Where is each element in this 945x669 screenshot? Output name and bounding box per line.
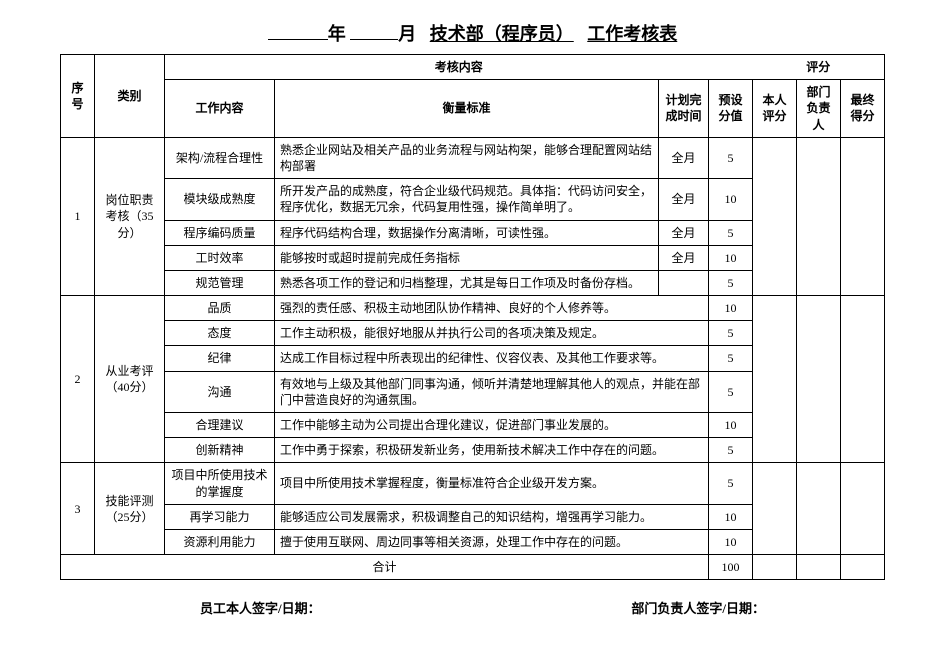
time-cell: 全月 <box>658 245 708 270</box>
total-label: 合计 <box>61 555 709 580</box>
seq-cell: 2 <box>61 296 95 463</box>
preset-cell: 10 <box>708 296 752 321</box>
total-value: 100 <box>708 555 752 580</box>
dept-sign-label: 部门负责人签字/日期： <box>631 598 765 617</box>
year-blank <box>268 21 328 40</box>
std-cell: 达成工作目标过程中所表现出的纪律性、仪容仪表、及其他工作要求等。 <box>275 346 709 371</box>
preset-cell: 5 <box>708 270 752 295</box>
seq-cell: 3 <box>61 463 95 555</box>
std-cell: 强烈的责任感、积极主动地团队协作精神、良好的个人修养等。 <box>275 296 709 321</box>
category-cell: 技能评测（25分） <box>95 463 165 555</box>
self-cell <box>752 137 796 295</box>
dept-cell <box>796 137 840 295</box>
item-cell: 工时效率 <box>165 245 275 270</box>
th-preset: 预设分值 <box>708 80 752 138</box>
item-cell: 程序编码质量 <box>165 220 275 245</box>
time-cell: 全月 <box>658 179 708 220</box>
preset-cell: 5 <box>708 371 752 412</box>
item-cell: 再学习能力 <box>165 504 275 529</box>
th-content: 考核内容 <box>165 55 753 80</box>
preset-cell: 5 <box>708 463 752 504</box>
std-cell: 所开发产品的成熟度，符合企业级代码规范。具体指：代码访问安全，程序优化，数据无冗… <box>275 179 659 220</box>
assessment-table: 序号 类别 考核内容 评分 工作内容 衡量标准 计划完成时间 预设分值 本人评分… <box>60 54 885 580</box>
self-cell <box>752 463 796 555</box>
header-row-1: 序号 类别 考核内容 评分 <box>61 55 885 80</box>
total-dept <box>796 555 840 580</box>
std-cell: 熟悉各项工作的登记和归档整理，尤其是每日工作项及时备份存档。 <box>275 270 659 295</box>
month-label: 月 <box>398 24 416 44</box>
table-row: 3 技能评测（25分） 项目中所使用技术的掌握度 项目中所使用技术掌握程度，衡量… <box>61 463 885 504</box>
preset-cell: 5 <box>708 346 752 371</box>
std-cell: 有效地与上级及其他部门同事沟通，倾听并清楚地理解其他人的观点，并能在部门中营造良… <box>275 371 709 412</box>
total-final <box>840 555 884 580</box>
std-cell: 工作主动积极，能很好地服从并执行公司的各项决策及规定。 <box>275 321 709 346</box>
item-cell: 架构/流程合理性 <box>165 137 275 178</box>
seq-cell: 1 <box>61 137 95 295</box>
total-row: 合计 100 <box>61 555 885 580</box>
item-cell: 创新精神 <box>165 438 275 463</box>
preset-cell: 10 <box>708 529 752 554</box>
th-dept: 部门负责人 <box>796 80 840 138</box>
std-cell: 程序代码结构合理，数据操作分离清晰，可读性强。 <box>275 220 659 245</box>
preset-cell: 10 <box>708 413 752 438</box>
th-self: 本人评分 <box>752 80 796 138</box>
dept-cell <box>796 463 840 555</box>
th-seq: 序号 <box>61 55 95 138</box>
page-title: 年 月 技术部（程序员） 工作考核表 <box>60 20 885 46</box>
std-cell: 工作中勇于探索，积极研发新业务，使用新技术解决工作中存在的问题。 <box>275 438 709 463</box>
final-cell <box>840 137 884 295</box>
month-blank <box>350 21 398 40</box>
item-cell: 项目中所使用技术的掌握度 <box>165 463 275 504</box>
dept-name: 技术部（程序员） <box>430 20 574 46</box>
std-cell: 擅于使用互联网、周边同事等相关资源，处理工作中存在的问题。 <box>275 529 709 554</box>
category-cell: 岗位职责考核（35分） <box>95 137 165 295</box>
preset-cell: 10 <box>708 179 752 220</box>
time-cell: 全月 <box>658 220 708 245</box>
th-work-item: 工作内容 <box>165 80 275 138</box>
year-label: 年 <box>328 24 346 44</box>
signature-area: 员工本人签字/日期： 部门负责人签字/日期： <box>60 598 885 617</box>
preset-cell: 5 <box>708 137 752 178</box>
preset-cell: 10 <box>708 245 752 270</box>
item-cell: 规范管理 <box>165 270 275 295</box>
item-cell: 沟通 <box>165 371 275 412</box>
preset-cell: 10 <box>708 504 752 529</box>
table-row: 1 岗位职责考核（35分） 架构/流程合理性 熟悉企业网站及相关产品的业务流程与… <box>61 137 885 178</box>
item-cell: 纪律 <box>165 346 275 371</box>
item-cell: 态度 <box>165 321 275 346</box>
item-cell: 合理建议 <box>165 413 275 438</box>
title-suffix: 工作考核表 <box>587 20 677 46</box>
std-cell: 能够适应公司发展需求，积极调整自己的知识结构，增强再学习能力。 <box>275 504 709 529</box>
th-final: 最终得分 <box>840 80 884 138</box>
final-cell <box>840 296 884 463</box>
dept-cell <box>796 296 840 463</box>
time-cell: 全月 <box>658 137 708 178</box>
table-row: 2 从业考评（40分） 品质 强烈的责任感、积极主动地团队协作精神、良好的个人修… <box>61 296 885 321</box>
header-row-2: 工作内容 衡量标准 计划完成时间 预设分值 本人评分 部门负责人 最终得分 <box>61 80 885 138</box>
th-category: 类别 <box>95 55 165 138</box>
item-cell: 模块级成熟度 <box>165 179 275 220</box>
item-cell: 资源利用能力 <box>165 529 275 554</box>
th-score: 评分 <box>752 55 884 80</box>
self-sign-label: 员工本人签字/日期： <box>200 598 321 617</box>
th-plan-time: 计划完成时间 <box>658 80 708 138</box>
std-cell: 能够按时或超时提前完成任务指标 <box>275 245 659 270</box>
std-cell: 工作中能够主动为公司提出合理化建议，促进部门事业发展的。 <box>275 413 709 438</box>
preset-cell: 5 <box>708 321 752 346</box>
time-cell <box>658 270 708 295</box>
std-cell: 熟悉企业网站及相关产品的业务流程与网站构架，能够合理配置网站结构部署 <box>275 137 659 178</box>
total-self <box>752 555 796 580</box>
self-cell <box>752 296 796 463</box>
item-cell: 品质 <box>165 296 275 321</box>
th-standard: 衡量标准 <box>275 80 659 138</box>
page: 年 月 技术部（程序员） 工作考核表 序号 类别 考核内容 评分 工作内容 衡量… <box>0 0 945 617</box>
preset-cell: 5 <box>708 220 752 245</box>
category-cell: 从业考评（40分） <box>95 296 165 463</box>
std-cell: 项目中所使用技术掌握程度，衡量标准符合企业级开发方案。 <box>275 463 709 504</box>
preset-cell: 5 <box>708 438 752 463</box>
final-cell <box>840 463 884 555</box>
